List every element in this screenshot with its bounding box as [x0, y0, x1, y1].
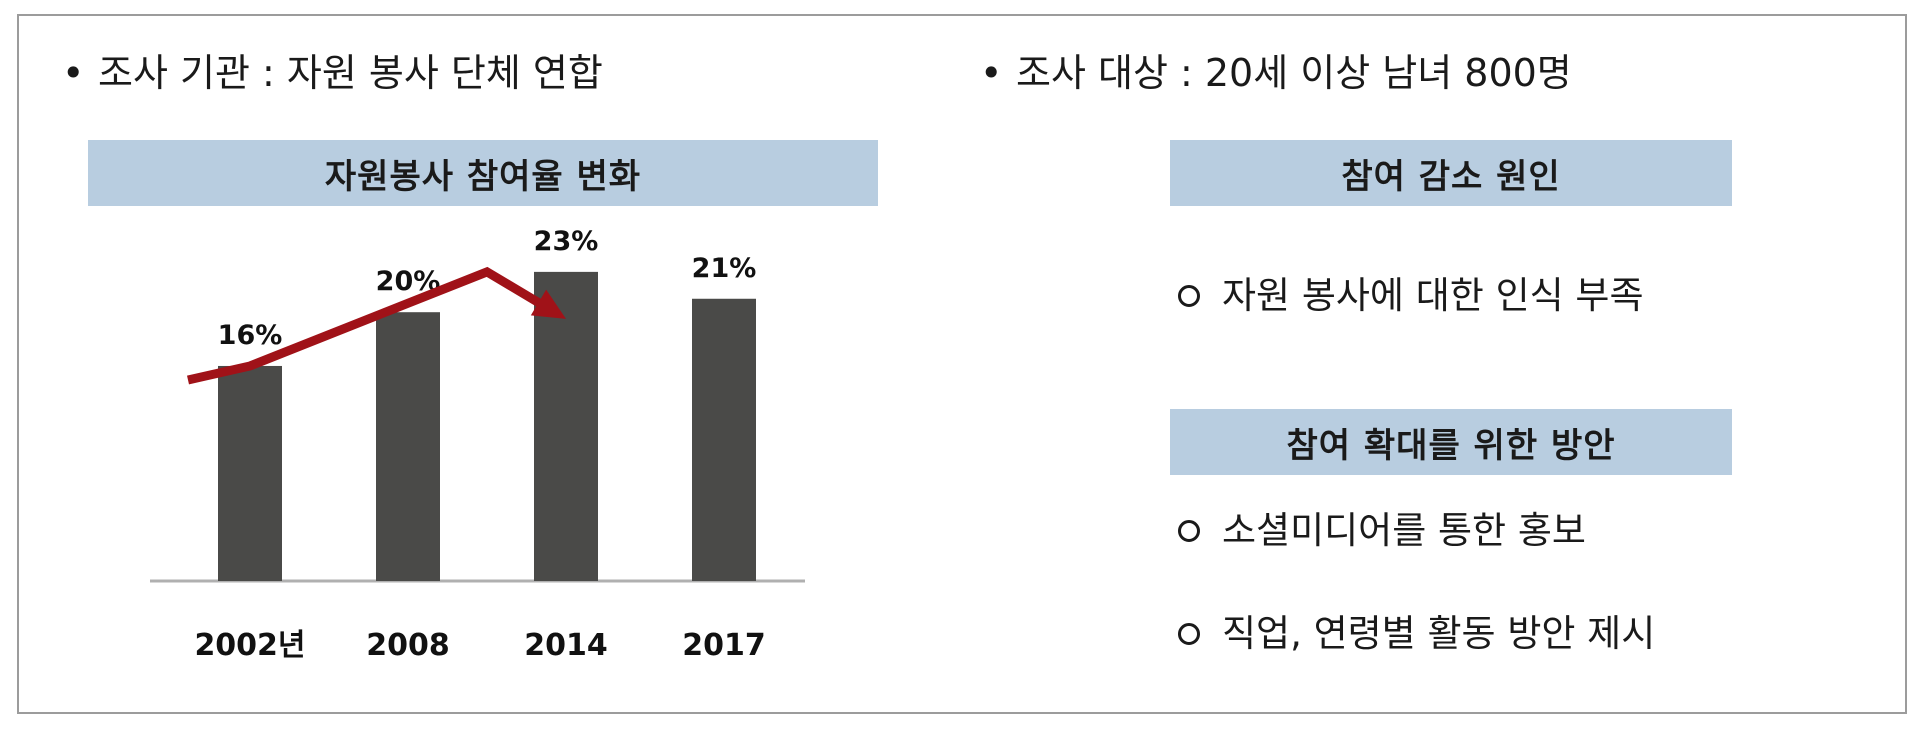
- bar: [692, 298, 756, 581]
- circle-bullet-icon: [1178, 623, 1200, 645]
- bar: [376, 312, 440, 581]
- data-label: 21%: [692, 253, 757, 284]
- bar: [534, 271, 598, 581]
- bullet-icon: •: [980, 51, 1003, 95]
- circle-bullet-icon: [1178, 285, 1200, 307]
- expansion-item-text: 소셜미디어를 통한 홍보: [1222, 509, 1586, 552]
- data-label: 23%: [534, 226, 599, 257]
- bullet-icon: •: [62, 51, 85, 95]
- expansion-item: 소셜미디어를 통한 홍보: [1178, 506, 1586, 556]
- decline-item: 자원 봉사에 대한 인식 부족: [1178, 271, 1643, 321]
- decline-item-text: 자원 봉사에 대한 인식 부족: [1222, 274, 1644, 317]
- x-tick-label: 2017: [682, 628, 766, 663]
- survey-org-label: 조사 기관 : 자원 봉사 단체 연합: [98, 51, 603, 95]
- expansion-item: 직업, 연령별 활동 방안 제시: [1178, 609, 1655, 659]
- bar: [218, 365, 282, 581]
- x-tick-label: 2002년: [194, 628, 305, 663]
- survey-target-info: • 조사 대상 : 20세 이상 남녀 800명: [980, 48, 1572, 98]
- expansion-item-text: 직업, 연령별 활동 방안 제시: [1222, 612, 1656, 655]
- circle-bullet-icon: [1178, 520, 1200, 542]
- trend-arrow-head-icon: [530, 289, 566, 319]
- x-tick-label: 2014: [524, 628, 608, 663]
- survey-org-info: • 조사 기관 : 자원 봉사 단체 연합: [62, 48, 603, 98]
- survey-target-label: 조사 대상 : 20세 이상 남녀 800명: [1016, 51, 1572, 95]
- x-tick-label: 2008: [366, 628, 450, 663]
- chart-header: 자원봉사 참여율 변화: [88, 140, 878, 206]
- trend-arrow-line: [187, 266, 547, 385]
- decline-reasons-header: 참여 감소 원인: [1170, 140, 1732, 206]
- data-label: 16%: [218, 320, 283, 351]
- content-frame: [17, 14, 1907, 714]
- expansion-plans-header: 참여 확대를 위한 방안: [1170, 409, 1732, 475]
